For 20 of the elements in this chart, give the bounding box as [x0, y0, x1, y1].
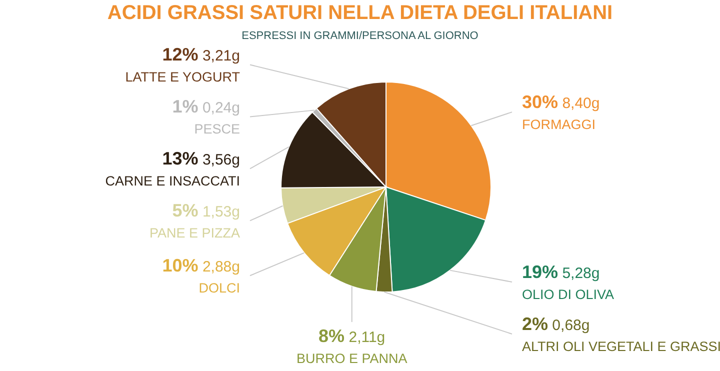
slice-label: BURRO E PANNA — [296, 351, 408, 366]
chart-subtitle: ESPRESSI IN GRAMMI/PERSONA AL GIORNO — [240, 30, 480, 42]
slice-label: PANE E PIZZA — [149, 226, 240, 241]
slice-label: OLIO DI OLIVA — [522, 287, 614, 302]
data-label: 2% 0,68g — [522, 314, 590, 334]
slice-label: FORMAGGI — [522, 117, 596, 132]
data-label: 30% 8,40g — [522, 92, 600, 112]
slice-label: DOLCI — [198, 280, 240, 296]
slice-label: LATTE E YOGURT — [125, 70, 240, 85]
data-label: 13% 3,56g — [162, 148, 240, 169]
slice-label: PESCE — [194, 122, 240, 137]
data-label: 8% 2,11g — [318, 326, 386, 346]
data-label: 1% 0,24g — [172, 96, 240, 117]
data-label: 5% 1,53g — [172, 200, 240, 221]
data-label: 12% 3,21g — [162, 44, 240, 65]
data-label: 10% 2,88g — [162, 256, 240, 276]
slice-label: ALTRI OLI VEGETALI E GRASSI — [522, 339, 720, 354]
chart-title: ACIDI GRASSI SATURI NELLA DIETA DEGLI ITALIANI — [106, 2, 614, 25]
slice-label: CARNE E INSACCATI — [105, 174, 240, 189]
data-label: 19% 5,28g — [522, 262, 600, 282]
